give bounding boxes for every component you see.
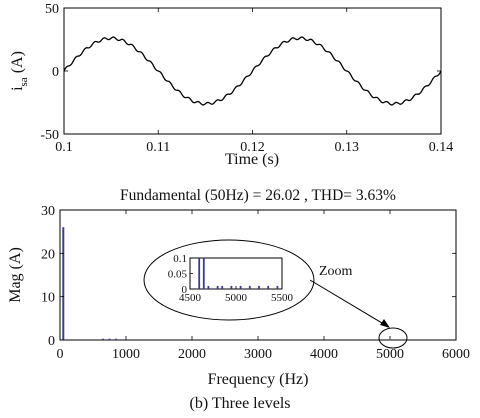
spectrum-xtick-label: 4000 xyxy=(310,347,338,362)
inset-bar xyxy=(276,285,279,289)
zoom-target-ellipse xyxy=(378,327,408,349)
inset-ticks: 4500 5000 5500 0.1 0.05 0 xyxy=(168,253,294,304)
inset-ellipse xyxy=(143,239,315,321)
current-ylabel-unit: (A) xyxy=(9,51,26,77)
zoom-label: Zoom xyxy=(319,264,353,279)
inset-bar xyxy=(258,285,260,289)
current-xlabel: Time (s) xyxy=(225,151,279,168)
spectrum-plot-frame xyxy=(59,209,457,341)
current-xtick-label: 0.13 xyxy=(335,140,360,155)
spectrum-bar xyxy=(389,339,391,341)
zoom-arrow xyxy=(309,279,388,327)
current-plot-ticks: 0.1 0.11 0.12 0.13 0.14 50 0 -50 xyxy=(40,2,453,155)
spectrum-xtick-label: 6000 xyxy=(442,347,470,362)
spectrum-ytick-label: 20 xyxy=(41,247,55,262)
spectrum-plot: Fundamental (50Hz) = 26.02 , THD= 3.63% … xyxy=(7,187,470,388)
inset-xtick-label: 5000 xyxy=(225,292,248,304)
spectrum-bar xyxy=(108,338,111,340)
spectrum-xtick-label: 3000 xyxy=(244,347,272,362)
current-xtick-label: 0.12 xyxy=(240,140,265,155)
inset-xtick-label: 4500 xyxy=(179,292,202,304)
current-xtick-label: 0.14 xyxy=(429,140,454,155)
spectrum-bar xyxy=(115,338,118,340)
inset-xtick-label: 5500 xyxy=(271,292,294,304)
spectrum-ytick-label: 30 xyxy=(41,204,55,219)
spectrum-bar xyxy=(101,338,104,340)
current-ytick-label: 0 xyxy=(52,65,59,80)
current-plot: 0.1 0.11 0.12 0.13 0.14 50 0 -50 Time (s) isa (… xyxy=(9,2,453,168)
spectrum-ylabel: Mag (A) xyxy=(7,247,24,303)
spectrum-bars xyxy=(62,227,391,341)
spectrum-ytick-label: 10 xyxy=(41,291,55,306)
zoom-arrow-head xyxy=(380,319,390,328)
inset-bar xyxy=(239,285,242,289)
inset-bar xyxy=(202,258,205,289)
spectrum-xtick-label: 1000 xyxy=(112,347,140,362)
inset-ytick-label: 0.1 xyxy=(173,253,187,265)
inset-bar xyxy=(230,285,233,289)
figure-caption: (b) Three levels xyxy=(190,395,291,412)
spectrum-ytick-label: 0 xyxy=(48,334,55,349)
inset-ytick-label: 0 xyxy=(182,284,188,296)
current-waveform-line xyxy=(63,36,442,106)
spectrum-xtick-label: 5000 xyxy=(376,347,404,362)
inset-ytick-label: 0.05 xyxy=(168,269,188,281)
current-xtick-label: 0.1 xyxy=(55,140,73,155)
spectrum-plot-ticks: 0 1000 2000 3000 4000 5000 6000 30 20 10 0 xyxy=(41,204,470,362)
inset-bar xyxy=(248,285,251,289)
spectrum-bar xyxy=(62,227,65,340)
current-ylabel-main: i xyxy=(9,86,26,91)
inset-bar xyxy=(267,285,270,289)
current-xtick-label: 0.11 xyxy=(146,140,170,155)
current-ytick-label: 50 xyxy=(45,2,59,17)
spectrum-xtick-label: 2000 xyxy=(178,347,206,362)
current-ytick-label: -50 xyxy=(40,128,59,143)
spectrum-xlabel: Frequency (Hz) xyxy=(208,371,309,388)
current-ylabel-sub: sa xyxy=(18,77,30,86)
inset-bar xyxy=(216,285,219,289)
inset-bar xyxy=(207,285,210,289)
spectrum-xtick-label: 0 xyxy=(57,347,64,362)
inset-bar xyxy=(198,258,201,289)
spectrum-title: Fundamental (50Hz) = 26.02 , THD= 3.63% xyxy=(120,187,396,204)
current-ylabel: isa (A) xyxy=(9,51,30,91)
inset-bar xyxy=(221,285,224,289)
inset-bars xyxy=(198,258,279,289)
